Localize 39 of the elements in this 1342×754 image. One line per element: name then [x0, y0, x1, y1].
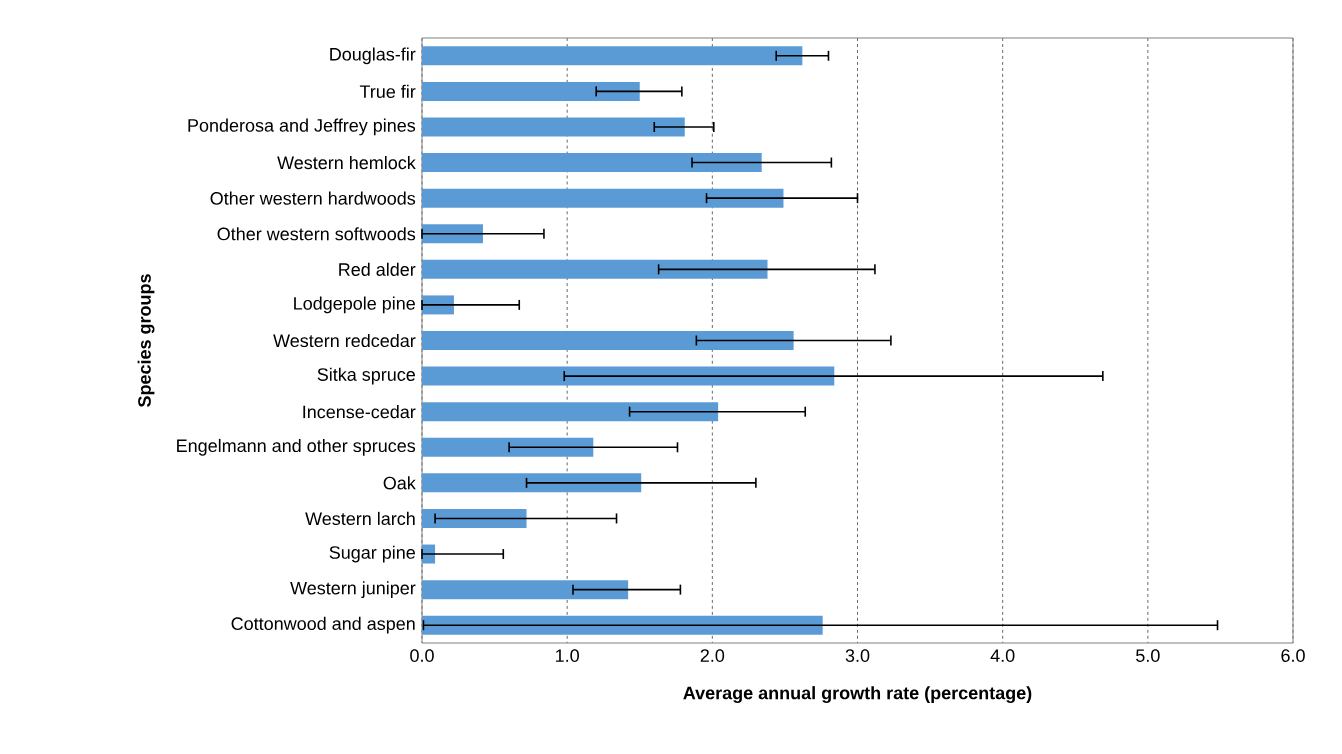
y-tick-label: True fir — [359, 84, 416, 98]
y-tick-label: Western juniper — [290, 581, 416, 599]
bar — [422, 437, 594, 457]
y-tick-label: Other western hardwoods — [210, 191, 416, 205]
bar — [422, 46, 803, 66]
bar — [422, 580, 629, 600]
y-tick-label: Oak — [383, 476, 416, 490]
y-tick-label: Ponderosa and Jeffrey pines — [188, 118, 416, 136]
x-tick-label: 1.0 — [556, 649, 579, 662]
bar — [422, 188, 784, 208]
x-tick-label: 2.0 — [700, 649, 725, 662]
bar — [422, 473, 642, 493]
y-tick-label: Sugar pine — [329, 545, 415, 563]
bar — [422, 81, 640, 101]
bar — [422, 153, 762, 173]
y-tick-label: Douglas-fir — [330, 47, 416, 65]
y-tick-label: Western hemlock — [277, 155, 416, 170]
x-tick-label: 4.0 — [990, 649, 1015, 662]
bar — [422, 331, 794, 350]
y-tick-label: Lodgepole pine — [294, 296, 415, 314]
y-tick-label: Sitka spruce — [317, 367, 415, 385]
y-tick-label: Cottonwood and aspen — [231, 616, 415, 634]
bar — [422, 508, 527, 528]
y-tick-label: Western redcedar — [273, 333, 416, 348]
x-tick-label: 6.0 — [1281, 649, 1305, 662]
y-axis-title: Species groups — [137, 274, 155, 408]
x-tick-label: 5.0 — [1136, 649, 1160, 662]
x-tick-label: 3.0 — [845, 649, 870, 662]
y-tick-label: Red alder — [339, 262, 416, 276]
x-axis-title: Average annual growth rate (percentage) — [683, 686, 1032, 703]
y-tick-label: Incense-cedar — [303, 405, 416, 419]
y-tick-label: Engelmann and other spruces — [177, 438, 416, 456]
y-tick-label: Western larch — [305, 511, 415, 526]
bar — [422, 366, 835, 386]
bar — [422, 117, 685, 137]
y-tick-label: Other western softwoods — [217, 227, 416, 241]
x-tick-label: 0.0 — [410, 649, 434, 662]
bar — [422, 259, 768, 279]
bar — [422, 402, 719, 422]
